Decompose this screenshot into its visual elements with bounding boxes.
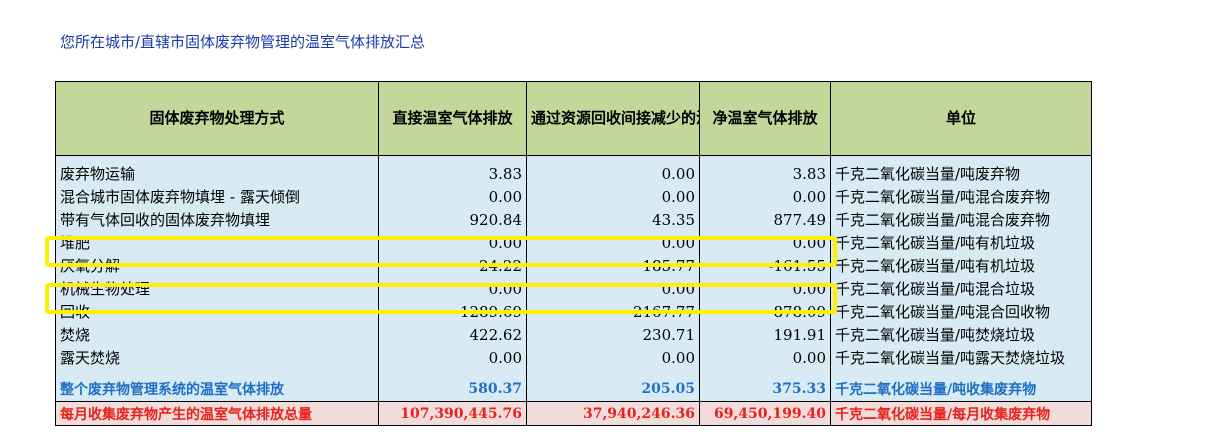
row-method: 厌氧分解 (55, 254, 379, 278)
total-direct: 580.37 (378, 377, 527, 402)
monthly-net: 69,450,199.40 (699, 401, 831, 426)
row-net: 3.83 (699, 162, 831, 186)
table-row: 混合城市固体废弃物填埋 - 露天倾倒 0.00 0.00 0.00 千克二氧化碳… (55, 185, 1092, 209)
total-net: 375.33 (699, 377, 831, 402)
row-unit: 千克二氧化碳当量/吨废弃物 (830, 162, 1092, 186)
row-indirect: 0.00 (526, 231, 700, 255)
header-row: 固体废弃物处理方式 直接温室气体排放 通过资源回收间接减少的温室气体排放 净温室… (55, 81, 1092, 156)
row-method: 堆肥 (55, 231, 379, 255)
row-net: 0.00 (699, 346, 831, 370)
row-unit: 千克二氧化碳当量/吨露天焚烧垃圾 (830, 346, 1092, 370)
monthly-total-row: 每月收集废弃物产生的温室气体排放总量 107,390,445.76 37,940… (55, 401, 1092, 426)
row-method: 废弃物运输 (55, 162, 379, 186)
row-direct: 0.00 (378, 346, 527, 370)
row-indirect: 230.71 (526, 323, 700, 347)
row-unit: 千克二氧化碳当量/吨焚烧垃圾 (830, 323, 1092, 347)
row-direct: 24.22 (378, 254, 527, 278)
table-row: 机械生物处理 0.00 0.00 0.00 千克二氧化碳当量/吨混合垃圾 (55, 277, 1092, 301)
row-indirect: 43.35 (526, 208, 700, 232)
row-unit: 千克二氧化碳当量/吨混合垃圾 (830, 277, 1092, 301)
header-direct: 直接温室气体排放 (378, 81, 527, 156)
row-indirect: 185.77 (526, 254, 700, 278)
row-method: 带有气体回收的固体废弃物填埋 (55, 208, 379, 232)
row-indirect: 0.00 (526, 162, 700, 186)
row-net: 0.00 (699, 277, 831, 301)
total-row: 整个废弃物管理系统的温室气体排放 580.37 205.05 375.33 千克… (55, 377, 1092, 402)
header-indirect: 通过资源回收间接减少的温室气体排放 (526, 81, 700, 156)
row-net: 0.00 (699, 231, 831, 255)
row-direct: 422.62 (378, 323, 527, 347)
row-direct: 0.00 (378, 231, 527, 255)
row-net: -161.55 (699, 254, 831, 278)
row-direct: 1289.69 (378, 300, 527, 324)
table-row: 露天焚烧 0.00 0.00 0.00 千克二氧化碳当量/吨露天焚烧垃圾 (55, 346, 1092, 370)
row-method: 混合城市固体废弃物填埋 - 露天倾倒 (55, 185, 379, 209)
row-unit: 千克二氧化碳当量/吨混合废弃物 (830, 185, 1092, 209)
row-unit: 千克二氧化碳当量/吨混合回收物 (830, 300, 1092, 324)
row-net: 0.00 (699, 185, 831, 209)
monthly-indirect: 37,940,246.36 (526, 401, 700, 426)
table-row: 堆肥 0.00 0.00 0.00 千克二氧化碳当量/吨有机垃圾 (55, 231, 1092, 255)
total-method: 整个废弃物管理系统的温室气体排放 (55, 377, 379, 402)
row-method: 焚烧 (55, 323, 379, 347)
row-unit: 千克二氧化碳当量/吨有机垃圾 (830, 254, 1092, 278)
row-net: 191.91 (699, 323, 831, 347)
monthly-direct: 107,390,445.76 (378, 401, 527, 426)
row-direct: 0.00 (378, 277, 527, 301)
row-direct: 3.83 (378, 162, 527, 186)
header-net: 净温室气体排放 (699, 81, 831, 156)
header-unit: 单位 (830, 81, 1092, 156)
row-net: -878.09 (699, 300, 831, 324)
page-title: 您所在城市/直辖市固体废弃物管理的温室气体排放汇总 (60, 33, 426, 51)
row-indirect: 0.00 (526, 185, 700, 209)
total-unit: 千克二氧化碳当量/吨收集废弃物 (830, 377, 1092, 402)
ghg-summary-table: 固体废弃物处理方式 直接温室气体排放 通过资源回收间接减少的温室气体排放 净温室… (55, 81, 1092, 426)
row-net: 877.49 (699, 208, 831, 232)
row-indirect: 0.00 (526, 346, 700, 370)
row-method: 机械生物处理 (55, 277, 379, 301)
table-row: 焚烧 422.62 230.71 191.91 千克二氧化碳当量/吨焚烧垃圾 (55, 323, 1092, 347)
row-method: 回收 (55, 300, 379, 324)
header-method: 固体废弃物处理方式 (55, 81, 379, 156)
total-indirect: 205.05 (526, 377, 700, 402)
row-unit: 千克二氧化碳当量/吨有机垃圾 (830, 231, 1092, 255)
row-direct: 920.84 (378, 208, 527, 232)
row-indirect: 0.00 (526, 277, 700, 301)
row-method: 露天焚烧 (55, 346, 379, 370)
table-row: 回收 1289.69 2167.77 -878.09 千克二氧化碳当量/吨混合回… (55, 300, 1092, 324)
monthly-unit: 千克二氧化碳当量/每月收集废弃物 (830, 401, 1092, 426)
table-row: 厌氧分解 24.22 185.77 -161.55 千克二氧化碳当量/吨有机垃圾 (55, 254, 1092, 278)
monthly-method: 每月收集废弃物产生的温室气体排放总量 (55, 401, 379, 426)
row-unit: 千克二氧化碳当量/吨混合废弃物 (830, 208, 1092, 232)
table-row: 废弃物运输 3.83 0.00 3.83 千克二氧化碳当量/吨废弃物 (55, 162, 1092, 186)
table-row: 带有气体回收的固体废弃物填埋 920.84 43.35 877.49 千克二氧化… (55, 208, 1092, 232)
row-direct: 0.00 (378, 185, 527, 209)
row-indirect: 2167.77 (526, 300, 700, 324)
